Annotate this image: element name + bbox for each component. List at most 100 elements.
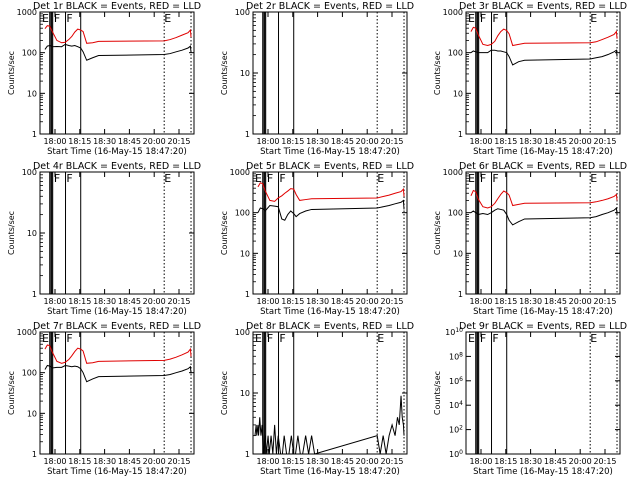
x-tick-label: 18:45 xyxy=(544,457,567,466)
x-tick-label: 18:45 xyxy=(331,137,354,146)
y-tick-label: 100 xyxy=(448,209,463,218)
plot-frame xyxy=(39,331,195,455)
marker-e: E xyxy=(590,332,597,345)
y-tick-label: 1 xyxy=(245,450,250,459)
x-tick-label: 20:00 xyxy=(569,297,592,306)
x-tick-label: 18:15 xyxy=(494,137,517,146)
y-tick-label: 10 xyxy=(240,389,250,398)
y-tick-label: 100 xyxy=(448,49,463,58)
y-tick-label: 1 xyxy=(458,290,463,299)
panel-title: Det 1r BLACK = Events, RED = LLD xyxy=(33,1,201,12)
marker-f: F xyxy=(480,12,486,25)
x-tick-label: 18:15 xyxy=(68,297,91,306)
x-tick-label: 18:00 xyxy=(43,137,66,146)
y-tick-label: 1000 xyxy=(17,328,37,337)
x-tick-label: 20:15 xyxy=(593,297,616,306)
y-tick-label: 10 xyxy=(240,249,250,258)
x-axis-label: Start Time (16-May-15 18:47:20) xyxy=(47,307,187,317)
x-tick-label: 18:15 xyxy=(494,457,517,466)
plot-frame xyxy=(252,11,408,135)
y-tick-label: 100 xyxy=(22,49,37,58)
x-tick-label: 18:30 xyxy=(519,297,542,306)
x-tick-label: 20:15 xyxy=(593,457,616,466)
y-axis-label: Counts/sec xyxy=(7,51,16,95)
x-tick-label: 18:45 xyxy=(118,137,141,146)
x-tick-label: 18:45 xyxy=(331,457,354,466)
series-lld xyxy=(44,344,192,364)
y-tick-label: 100 xyxy=(235,8,250,17)
series-events xyxy=(44,43,192,61)
plot-frame xyxy=(252,171,408,295)
y-tick-label: 100 xyxy=(235,209,250,218)
series-events xyxy=(470,206,618,226)
y-tick-label: 108 xyxy=(449,351,463,361)
x-tick-label: 18:30 xyxy=(93,297,116,306)
y-tick-label: 1010 xyxy=(445,327,463,337)
x-tick-label: 20:00 xyxy=(143,297,166,306)
panel-title: Det 5r BLACK = Events, RED = LLD xyxy=(246,161,414,172)
y-tick-label: 100 xyxy=(22,168,37,177)
marker-f: F xyxy=(54,172,60,185)
x-tick-label: 20:15 xyxy=(593,137,616,146)
marker-f: F xyxy=(66,12,72,25)
marker-e: E xyxy=(164,172,171,185)
x-tick-label: 20:00 xyxy=(569,457,592,466)
y-tick-label: 1 xyxy=(245,290,250,299)
x-axis-label: Start Time (16-May-15 18:47:20) xyxy=(473,147,613,157)
x-axis-label: Start Time (16-May-15 18:47:20) xyxy=(473,467,613,477)
y-tick-label: 106 xyxy=(449,376,463,386)
x-tick-label: 20:15 xyxy=(167,297,190,306)
plot-frame xyxy=(465,331,621,455)
y-tick-label: 100 xyxy=(235,328,250,337)
x-tick-label: 18:00 xyxy=(256,297,279,306)
y-tick-label: 100 xyxy=(449,449,463,459)
x-tick-label: 20:00 xyxy=(569,137,592,146)
panel-title: Det 3r BLACK = Events, RED = LLD xyxy=(459,1,627,12)
marker-e: E xyxy=(468,12,475,25)
x-axis-label: Start Time (16-May-15 18:47:20) xyxy=(473,307,613,317)
marker-f: F xyxy=(267,172,273,185)
x-tick-label: 18:30 xyxy=(306,297,329,306)
y-tick-label: 1 xyxy=(32,130,37,139)
x-tick-label: 18:30 xyxy=(93,137,116,146)
panel-title: Det 8r BLACK = Events, RED = LLD xyxy=(246,321,414,332)
panel-title: Det 9r BLACK = Events, RED = LLD xyxy=(459,321,627,332)
x-tick-label: 20:15 xyxy=(167,137,190,146)
marker-f: F xyxy=(267,332,273,345)
y-tick-label: 1000 xyxy=(230,168,250,177)
x-axis-label: Start Time (16-May-15 18:47:20) xyxy=(260,307,400,317)
y-axis-label: Counts/sec xyxy=(433,211,442,255)
marker-e: E xyxy=(255,172,262,185)
y-tick-label: 1000 xyxy=(17,8,37,17)
x-tick-label: 18:00 xyxy=(469,297,492,306)
y-tick-label: 10 xyxy=(453,249,463,258)
plot-frame xyxy=(252,331,408,455)
y-axis-label: Counts/sec xyxy=(220,51,229,95)
panel-det-2r: Det 2r BLACK = Events, RED = LLD 1 10 100 18… xyxy=(220,1,414,157)
y-axis-label: Counts/sec xyxy=(433,371,442,415)
marker-e: E xyxy=(164,12,171,25)
panel-title: Det 4r BLACK = Events, RED = LLD xyxy=(33,161,201,172)
x-tick-label: 18:45 xyxy=(544,137,567,146)
x-axis-label: Start Time (16-May-15 18:47:20) xyxy=(47,147,187,157)
marker-e: E xyxy=(590,172,597,185)
x-tick-label: 18:45 xyxy=(544,297,567,306)
y-tick-label: 1 xyxy=(245,130,250,139)
y-tick-label: 10 xyxy=(27,89,37,98)
y-tick-label: 10 xyxy=(27,409,37,418)
y-axis-label: Counts/sec xyxy=(7,371,16,415)
marker-e: E xyxy=(590,12,597,25)
marker-e: E xyxy=(42,332,49,345)
y-tick-label: 10 xyxy=(240,69,250,78)
panel-title: Det 7r BLACK = Events, RED = LLD xyxy=(33,321,201,332)
series-events xyxy=(44,364,192,383)
y-tick-label: 1000 xyxy=(443,8,463,17)
y-axis-label: Counts/sec xyxy=(220,211,229,255)
